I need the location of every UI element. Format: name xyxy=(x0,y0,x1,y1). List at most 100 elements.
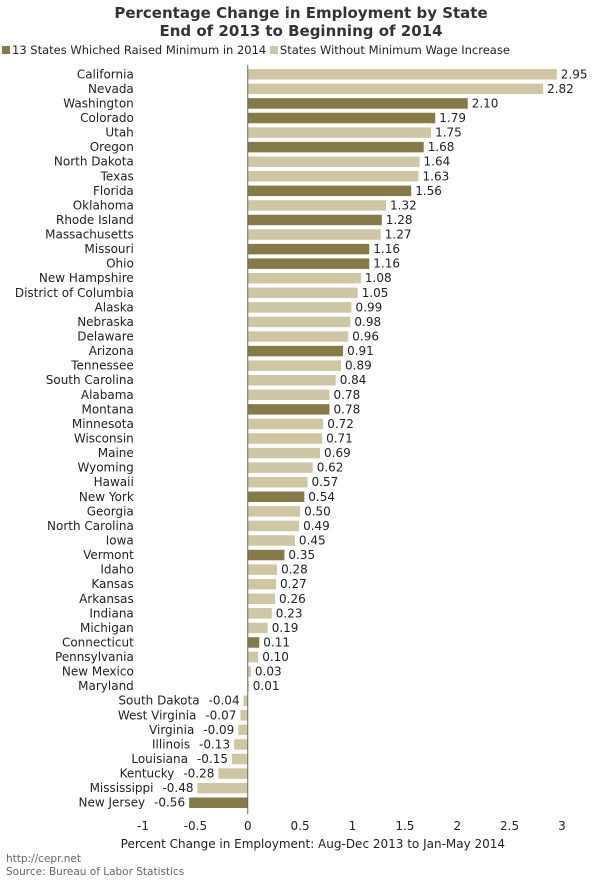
value-label-49: -0.48 xyxy=(162,781,193,795)
bar-20 xyxy=(247,360,341,371)
bar-23 xyxy=(247,404,330,415)
bar-33 xyxy=(247,549,285,561)
category-label-13: Ohio xyxy=(106,257,134,271)
value-label-10: 1.28 xyxy=(386,213,413,227)
bar-13 xyxy=(247,258,370,269)
value-label-38: 0.19 xyxy=(272,621,299,635)
category-label-6: North Dakota xyxy=(54,155,134,169)
category-label-44: West Virginia xyxy=(118,708,197,722)
bar-4 xyxy=(247,127,432,138)
value-label-42: 0.01 xyxy=(253,679,280,693)
bar-40 xyxy=(247,651,259,663)
category-label-20: Tennessee xyxy=(70,359,134,373)
bar-22 xyxy=(247,389,330,401)
category-label-0: California xyxy=(77,67,134,81)
category-label-43: South Dakota xyxy=(118,694,199,708)
category-label-37: Indiana xyxy=(89,606,133,620)
value-label-37: 0.23 xyxy=(276,606,303,620)
category-label-39: Connecticut xyxy=(62,636,134,650)
value-label-31: 0.49 xyxy=(303,519,330,533)
bar-1 xyxy=(247,83,544,95)
value-label-4: 1.75 xyxy=(435,126,462,140)
bar-28 xyxy=(247,476,308,488)
bar-43 xyxy=(243,695,248,706)
bar-14 xyxy=(247,273,361,284)
bar-27 xyxy=(247,462,313,473)
value-label-23: 0.78 xyxy=(334,402,361,416)
category-label-27: Wyoming xyxy=(77,461,133,475)
value-label-9: 1.32 xyxy=(390,198,417,212)
category-label-15: District of Columbia xyxy=(15,286,134,300)
value-label-50: -0.56 xyxy=(154,796,185,810)
category-label-28: Hawaii xyxy=(94,475,134,489)
x-tick-label-3: 0.5 xyxy=(291,819,310,833)
bar-46 xyxy=(234,739,248,750)
bar-9 xyxy=(247,200,387,211)
bar-6 xyxy=(247,156,420,167)
bar-49 xyxy=(197,782,248,794)
legend-label-without: States Without Minimum Wage Increase xyxy=(279,43,510,57)
bar-45 xyxy=(238,724,248,736)
bar-36 xyxy=(247,593,275,604)
x-axis-label: Percent Change in Employment: Aug-Dec 20… xyxy=(121,837,505,851)
bar-0 xyxy=(247,69,557,80)
value-label-16: 0.99 xyxy=(356,300,383,314)
x-tick-label-4: 1 xyxy=(349,819,357,833)
value-label-29: 0.54 xyxy=(308,490,335,504)
value-label-41: 0.03 xyxy=(255,665,282,679)
category-label-41: New Mexico xyxy=(62,665,134,679)
category-label-33: Vermont xyxy=(83,548,134,562)
category-label-25: Wisconsin xyxy=(74,432,134,446)
legend-swatch-raised xyxy=(2,46,10,54)
bar-42 xyxy=(247,680,249,692)
bar-10 xyxy=(247,214,382,226)
bar-44 xyxy=(240,710,248,721)
category-label-49: Mississippi xyxy=(90,781,154,795)
category-label-2: Washington xyxy=(63,96,134,110)
value-label-33: 0.35 xyxy=(288,548,315,562)
category-label-21: South Carolina xyxy=(46,373,134,387)
category-label-29: New York xyxy=(79,490,134,504)
bar-41 xyxy=(247,666,251,677)
value-label-6: 1.64 xyxy=(424,155,451,169)
value-label-25: 0.71 xyxy=(326,432,353,446)
value-label-35: 0.27 xyxy=(280,577,307,591)
bar-17 xyxy=(247,316,351,328)
category-label-34: Idaho xyxy=(100,563,133,577)
value-label-46: -0.13 xyxy=(199,737,230,751)
category-label-19: Arizona xyxy=(89,344,134,358)
value-label-2: 2.10 xyxy=(472,96,499,110)
bar-15 xyxy=(247,287,358,299)
chart-title: Percentage Change in Employment by State xyxy=(114,4,488,22)
category-label-5: Oregon xyxy=(90,140,134,154)
value-label-45: -0.09 xyxy=(203,723,234,737)
category-label-26: Maine xyxy=(98,446,134,460)
category-label-7: Texas xyxy=(100,169,134,183)
bar-48 xyxy=(218,768,248,779)
category-label-40: Pennsylvania xyxy=(55,650,134,664)
category-label-22: Alabama xyxy=(81,388,134,402)
category-label-11: Massachusetts xyxy=(45,228,134,242)
value-label-13: 1.16 xyxy=(373,257,400,271)
legend: 13 States Whiched Raised Minimum in 2014… xyxy=(2,43,602,57)
category-label-42: Maryland xyxy=(78,679,134,693)
value-label-11: 1.27 xyxy=(385,228,412,242)
value-label-27: 0.62 xyxy=(317,461,344,475)
bar-34 xyxy=(247,564,278,575)
bar-35 xyxy=(247,578,277,590)
legend-swatch-without xyxy=(269,46,278,54)
bar-31 xyxy=(247,520,300,532)
value-label-39: 0.11 xyxy=(263,636,290,650)
value-label-0: 2.95 xyxy=(561,67,588,81)
bar-24 xyxy=(247,418,324,430)
bar-19 xyxy=(247,345,344,357)
bar-32 xyxy=(247,535,295,546)
value-label-17: 0.98 xyxy=(354,315,381,329)
category-label-16: Alaska xyxy=(95,300,134,314)
chart-subtitle: End of 2013 to Beginning of 2014 xyxy=(159,22,443,40)
category-label-24: Minnesota xyxy=(72,417,134,431)
bar-2 xyxy=(247,98,468,109)
value-label-48: -0.28 xyxy=(183,767,214,781)
category-label-1: Nevada xyxy=(88,82,134,96)
